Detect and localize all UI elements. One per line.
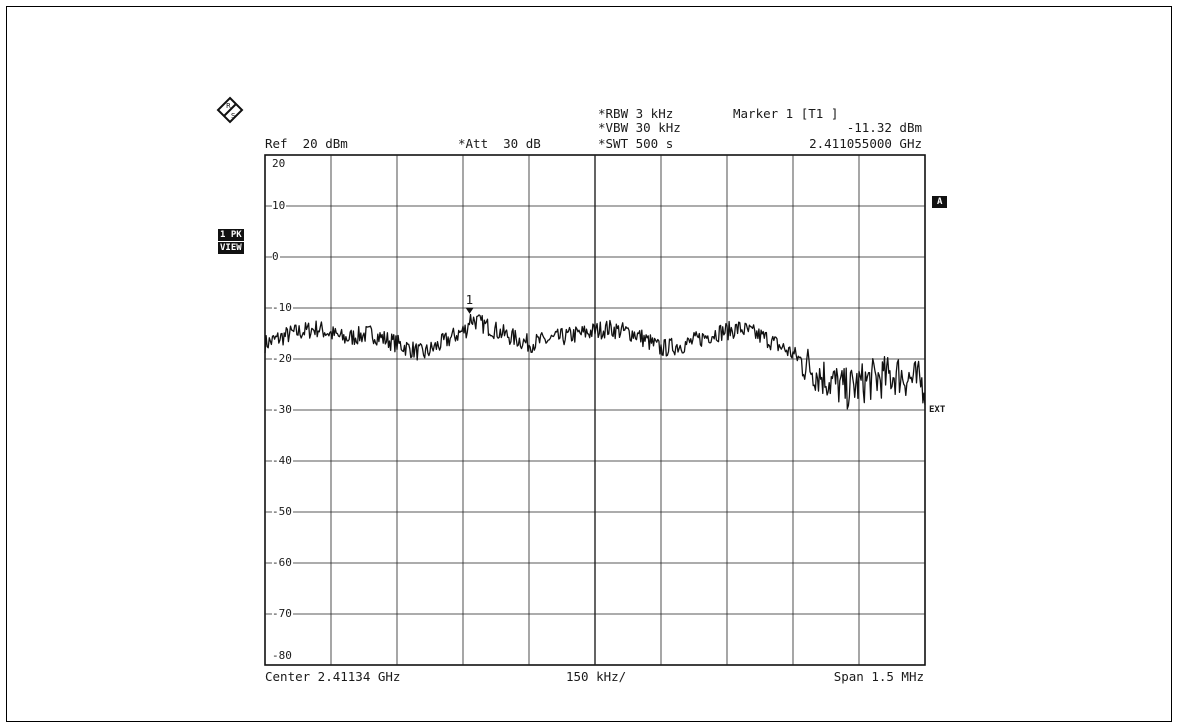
attenuation: *Att 30 dB — [458, 136, 541, 151]
sweep-time: *SWT 500 s — [598, 136, 674, 151]
rbw-setting: *RBW 3 kHz — [598, 106, 674, 121]
y-tick-label: 20 — [272, 157, 287, 170]
page-frame — [6, 6, 1172, 722]
trace-view-tag: VIEW — [218, 242, 244, 254]
ext-tag: EXT — [929, 405, 946, 415]
y-tick-label: -30 — [272, 403, 293, 416]
y-tick-label: -20 — [272, 352, 293, 365]
frequency-per-division: 150 kHz/ — [566, 669, 627, 684]
marker-label: 1 — [465, 291, 474, 307]
marker-triangle — [465, 307, 474, 314]
vbw-setting: *VBW 30 kHz — [598, 120, 681, 135]
center-frequency: Center 2.41134 GHz — [265, 669, 401, 684]
y-tick-label: -10 — [272, 301, 293, 314]
spectrum-trace — [264, 313, 926, 410]
y-tick-label: 0 — [272, 250, 280, 263]
marker-level: -11.32 dBm — [846, 120, 922, 135]
y-tick-label: -70 — [272, 607, 293, 620]
y-tick-label: -80 — [272, 649, 293, 662]
trace-detector-tag: 1 PK — [218, 229, 244, 241]
frequency-span: Span 1.5 MHz — [833, 669, 924, 684]
trace-a-tag: A — [932, 196, 948, 208]
y-tick-label: -40 — [272, 454, 293, 467]
y-tick-label: -50 — [272, 505, 293, 518]
marker-frequency: 2.411055000 GHz — [809, 136, 922, 151]
y-tick-label: -60 — [272, 556, 293, 569]
ref-level: Ref 20 dBm — [265, 136, 348, 151]
y-tick-label: 10 — [272, 199, 287, 212]
marker-title: Marker 1 [T1 ] — [733, 106, 839, 121]
